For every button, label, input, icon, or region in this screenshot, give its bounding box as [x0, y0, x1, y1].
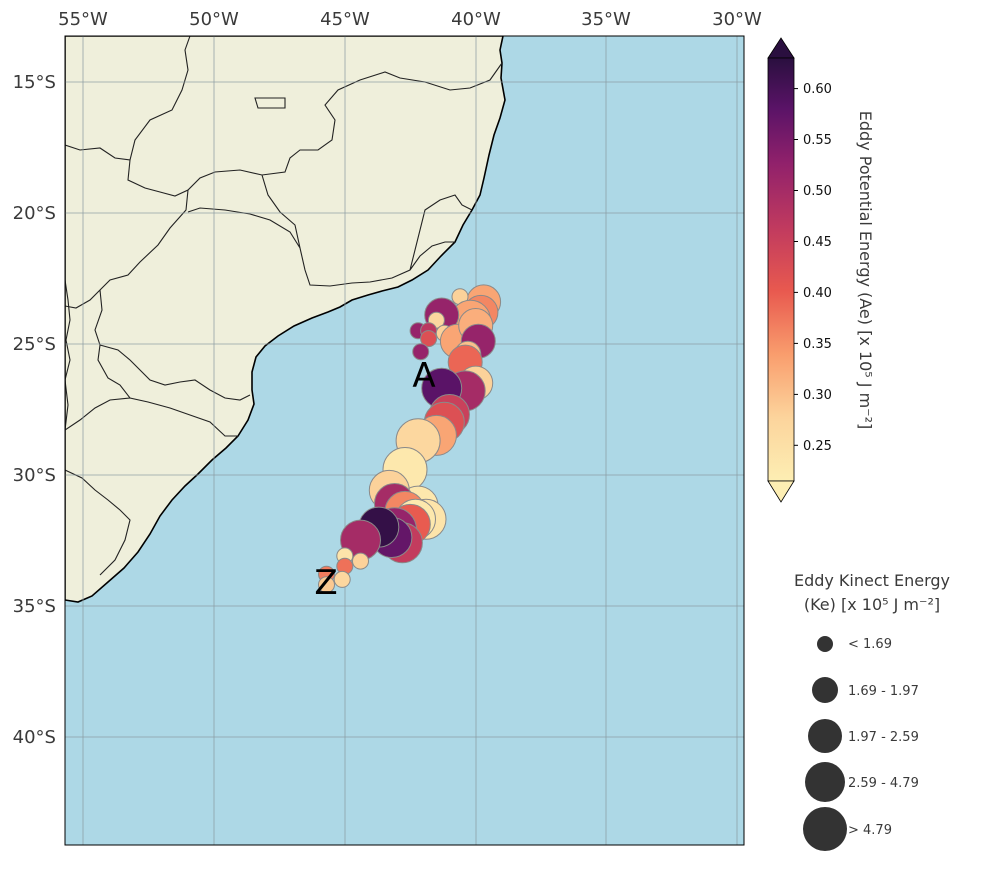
colorbar-tick-label: 0.45	[803, 235, 832, 250]
lat-tick-labels: 15°S 20°S 25°S 30°S 35°S 40°S	[13, 72, 56, 748]
size-legend-marker	[808, 719, 842, 753]
lon-tick-label: 55°W	[58, 9, 108, 30]
colorbar-tick-label: 0.60	[803, 82, 832, 97]
lat-tick-label: 40°S	[13, 727, 56, 748]
eddy-points	[318, 284, 502, 594]
lat-tick-label: 35°S	[13, 596, 56, 617]
colorbar-extend-max	[767, 37, 795, 59]
graticule	[65, 36, 744, 845]
colorbar-extend-min	[767, 480, 795, 503]
size-legend-label: 1.97 - 2.59	[848, 730, 919, 745]
colorbar-tick-label: 0.30	[803, 388, 832, 403]
marker-start-label: A	[412, 356, 435, 396]
size-legend: Eddy Kinect Energy (Ke) [x 10⁵ J m⁻²] < …	[794, 571, 950, 851]
eddy-point	[318, 576, 335, 594]
colorbar-tick-label: 0.55	[803, 133, 832, 148]
map-panel: A Z	[65, 36, 744, 845]
marker-end-label: Z	[314, 563, 337, 603]
eddy-point	[420, 330, 438, 348]
size-legend-title-line2: (Ke) [x 10⁵ J m⁻²]	[804, 595, 940, 614]
eddy-point	[352, 552, 369, 570]
eddy-point	[412, 343, 430, 361]
colorbar: 0.25 0.30 0.35 0.40 0.45 0.50 0.55 0.60 Eddy Po…	[767, 37, 875, 503]
lon-tick-label: 30°W	[712, 9, 762, 30]
land	[65, 36, 506, 603]
lat-tick-label: 15°S	[13, 72, 56, 93]
lon-tick-label: 50°W	[189, 9, 239, 30]
lon-tick-labels: 55°W 50°W 45°W 40°W 35°W 30°W	[58, 9, 762, 30]
lon-tick-label: 35°W	[581, 9, 631, 30]
size-legend-label: > 4.79	[848, 823, 892, 838]
lat-tick-label: 30°S	[13, 465, 56, 486]
eddy-point	[333, 570, 351, 588]
map-frame	[64, 35, 745, 846]
size-legend-label: 1.69 - 1.97	[848, 684, 919, 699]
lon-tick-label: 45°W	[320, 9, 370, 30]
lon-tick-label: 40°W	[451, 9, 501, 30]
size-legend-label: 2.59 - 4.79	[848, 776, 919, 791]
colorbar-ticks: 0.25 0.30 0.35 0.40 0.45 0.50 0.55 0.60	[794, 82, 832, 454]
colorbar-tick-label: 0.50	[803, 184, 832, 199]
colorbar-tick-label: 0.40	[803, 286, 832, 301]
size-legend-label: < 1.69	[848, 637, 892, 652]
colorbar-body	[767, 57, 795, 482]
country-borders	[65, 36, 503, 576]
size-legend-title-line1: Eddy Kinect Energy	[794, 571, 950, 590]
lat-tick-label: 25°S	[13, 334, 56, 355]
colorbar-label: Eddy Potential Energy (Ae) [x 10⁵ J m⁻²]	[856, 111, 875, 429]
colorbar-tick-label: 0.25	[803, 439, 832, 454]
lat-tick-label: 20°S	[13, 203, 56, 224]
colorbar-tick-label: 0.35	[803, 337, 832, 352]
size-legend-marker	[812, 677, 838, 703]
size-legend-marker	[803, 807, 847, 851]
size-legend-marker	[817, 636, 833, 652]
size-legend-marker	[805, 762, 845, 802]
